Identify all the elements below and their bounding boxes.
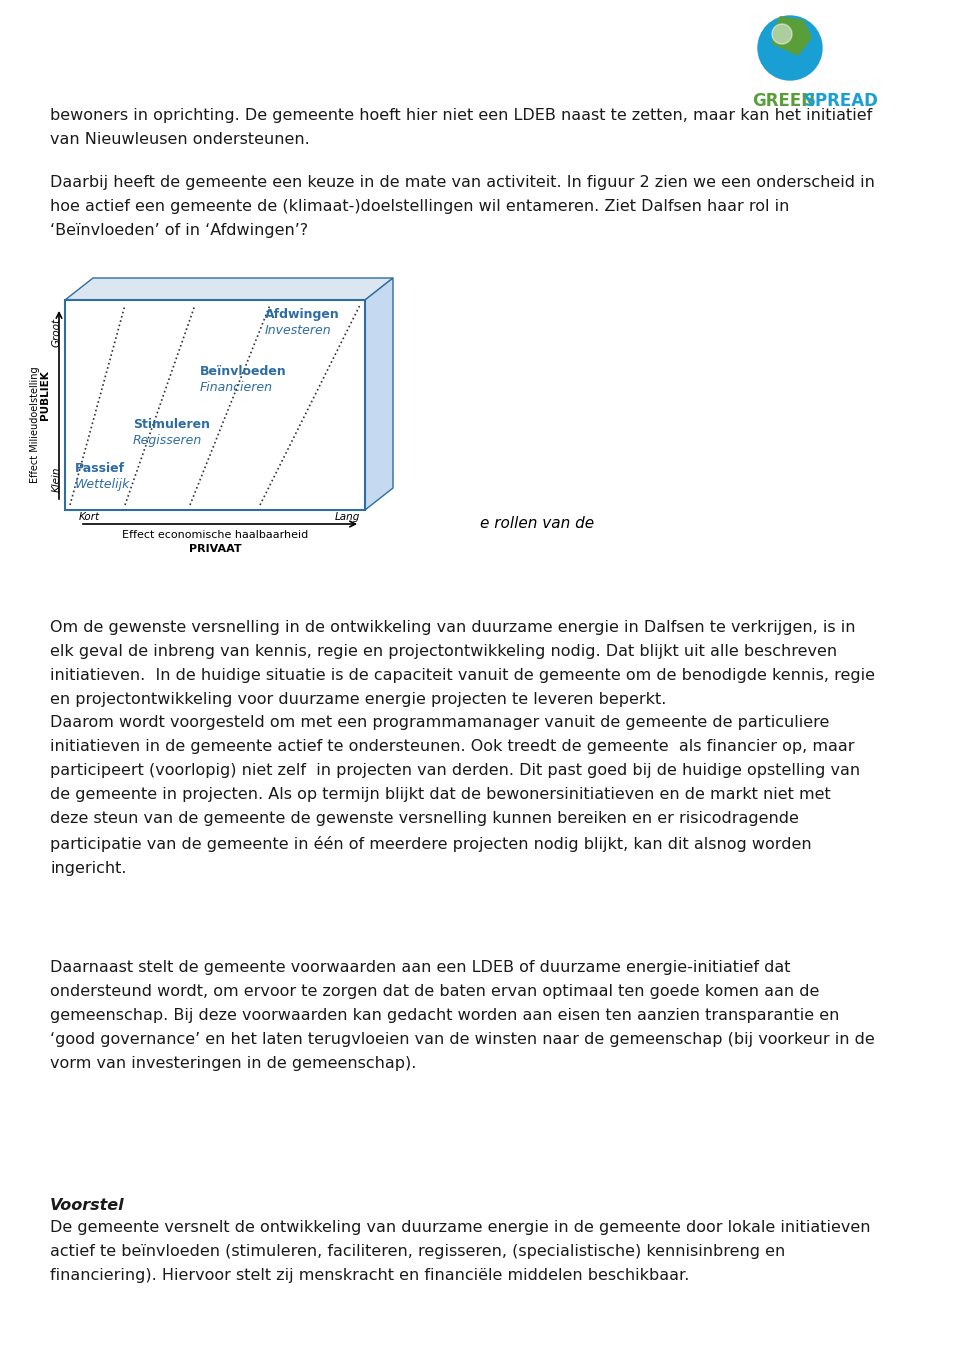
Polygon shape [65, 277, 393, 300]
Text: GREEN: GREEN [752, 92, 815, 110]
Bar [65, 300, 365, 511]
Text: Groot: Groot [52, 318, 62, 348]
Text: SPREAD: SPREAD [804, 92, 878, 110]
Text: Passief: Passief [75, 462, 125, 475]
Text: Beïnvloeden: Beïnvloeden [200, 365, 287, 379]
Text: Effect economische haalbaarheid: Effect economische haalbaarheid [122, 529, 308, 540]
Circle shape [772, 24, 792, 44]
Text: PUBLIEK: PUBLIEK [40, 370, 50, 420]
Text: Regisseren: Regisseren [133, 434, 203, 447]
Text: Voorstel: Voorstel [50, 1197, 125, 1214]
Text: De gemeente versnelt de ontwikkeling van duurzame energie in de gemeente door lo: De gemeente versnelt de ontwikkeling van… [50, 1220, 871, 1282]
Text: bewoners in oprichting. De gemeente hoeft hier niet een LDEB naast te zetten, ma: bewoners in oprichting. De gemeente hoef… [50, 108, 873, 147]
Text: Daarom wordt voorgesteld om met een programmamanager vanuit de gemeente de parti: Daarom wordt voorgesteld om met een prog… [50, 715, 860, 876]
Text: Om de gewenste versnelling in de ontwikkeling van duurzame energie in Dalfsen te: Om de gewenste versnelling in de ontwikk… [50, 620, 875, 707]
Polygon shape [772, 16, 812, 57]
Text: e rollen van de: e rollen van de [480, 516, 594, 532]
Text: Kort: Kort [79, 512, 100, 523]
Text: Daarbij heeft de gemeente een keuze in de mate van activiteit. In figuur 2 zien : Daarbij heeft de gemeente een keuze in d… [50, 175, 875, 238]
Text: Lang: Lang [335, 512, 360, 523]
Text: Stimuleren: Stimuleren [133, 418, 210, 431]
Text: Financieren: Financieren [200, 381, 273, 395]
Polygon shape [365, 277, 393, 511]
Circle shape [758, 16, 822, 79]
Text: Wettelijk: Wettelijk [75, 478, 131, 492]
Text: Afdwingen: Afdwingen [265, 308, 340, 321]
Text: PRIVAAT: PRIVAAT [189, 544, 241, 554]
Text: Daarnaast stelt de gemeente voorwaarden aan een LDEB of duurzame energie-initiat: Daarnaast stelt de gemeente voorwaarden … [50, 960, 875, 1071]
Text: Investeren: Investeren [265, 325, 331, 337]
Text: Klein: Klein [52, 466, 62, 492]
Text: Effect Milieudoelstelling: Effect Milieudoelstelling [30, 366, 40, 484]
